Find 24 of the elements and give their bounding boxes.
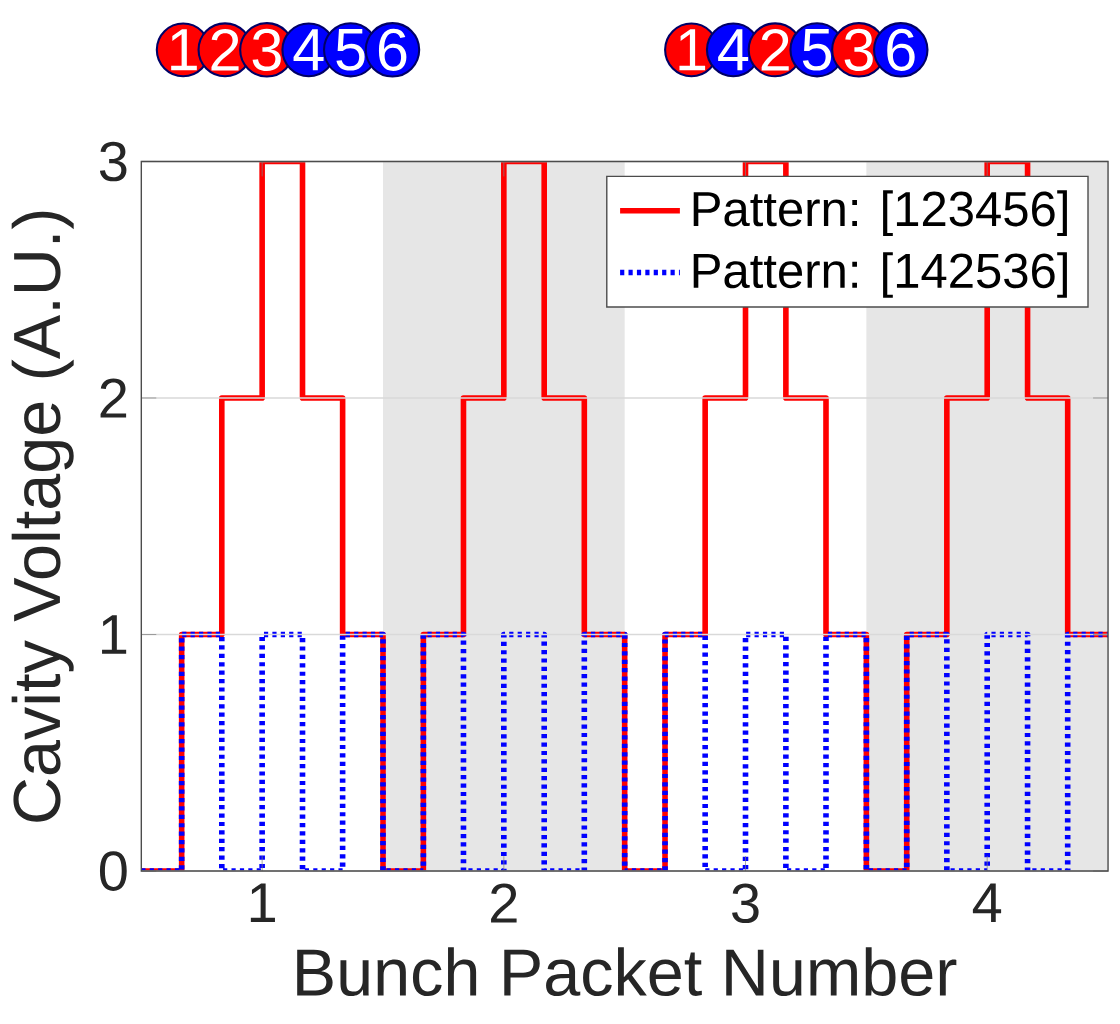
y-tick-label: 2 xyxy=(100,378,127,418)
text: 3 xyxy=(844,28,873,72)
text: 5 xyxy=(336,29,365,71)
legend-label: Pattern: [123456] xyxy=(693,190,1067,237)
x-axis-title: Bunch Packet Number xyxy=(297,947,957,997)
x-tick-label: 1 xyxy=(250,883,275,923)
y-tick-label: 1 xyxy=(102,615,127,655)
text: 6 xyxy=(887,28,915,72)
text: 6 xyxy=(378,28,407,72)
text: 2 xyxy=(761,29,789,71)
x-tick-label: 3 xyxy=(732,883,759,924)
text: 2 xyxy=(211,29,239,71)
y-tick-label: 0 xyxy=(99,851,127,892)
text: 3 xyxy=(252,28,281,72)
legend-label: Pattern: [142536] xyxy=(693,252,1067,299)
x-tick-label: 2 xyxy=(491,883,517,923)
text: 1 xyxy=(679,29,706,71)
text: 4 xyxy=(293,29,324,71)
text: 1 xyxy=(171,29,197,71)
text: 5 xyxy=(802,29,832,71)
text: 4 xyxy=(718,29,749,71)
y-tick-label: 3 xyxy=(99,141,127,182)
x-tick-label: 4 xyxy=(972,883,1002,923)
y-axis-title: Cavity Voltage (A.U.) xyxy=(11,211,74,822)
